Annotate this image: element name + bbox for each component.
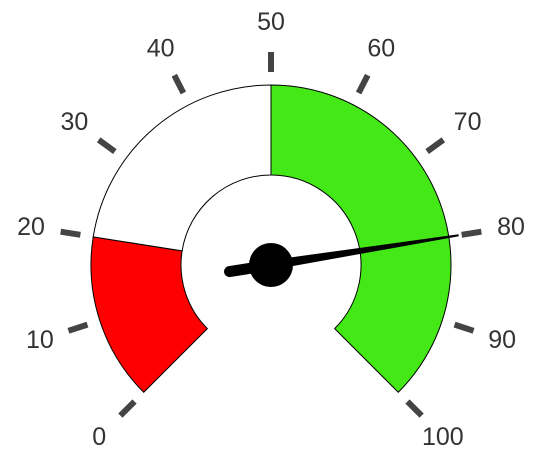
- gauge-hub: [249, 243, 293, 287]
- gauge-tick-label: 90: [488, 326, 516, 354]
- gauge-tick-label: 80: [497, 213, 525, 241]
- gauge-tick-label: 50: [257, 8, 285, 36]
- gauge-band-20-50: [92, 84, 272, 252]
- gauge-tick-90: [453, 321, 475, 334]
- gauge-band-50-100: [270, 84, 452, 393]
- gauge-bands: [90, 84, 452, 393]
- gauge-tick-30: [96, 137, 117, 154]
- gauge-tick-60: [355, 73, 371, 95]
- gauge-tick-70: [425, 137, 446, 154]
- gauge-tick-label: 40: [147, 34, 175, 62]
- gauge-tick-label: 10: [26, 326, 54, 354]
- gauge-tick-100: [405, 399, 424, 418]
- gauge-tick-label: 70: [454, 108, 482, 136]
- gauge-tick-0: [118, 399, 137, 418]
- gauge-tick-20: [60, 228, 81, 238]
- gauge-tick-labels: 0 10 20 30 40 50 60 70 80 90 100: [17, 8, 525, 450]
- gauge-tick-label: 0: [92, 423, 106, 450]
- gauge-tick-label: 30: [61, 108, 89, 136]
- gauge-band-0-20: [90, 236, 209, 393]
- gauge-tick-40: [171, 73, 187, 95]
- gauge-needle: [262, 234, 459, 272]
- gauge-needle-group: [224, 234, 459, 287]
- gauge-tick-label: 60: [367, 34, 395, 62]
- gauge-ticks: [60, 52, 482, 418]
- gauge-tick-80: [461, 228, 482, 238]
- gauge-tick-label: 20: [17, 213, 45, 241]
- gauge-tick-10: [67, 321, 89, 334]
- gauge-tick-label: 100: [422, 423, 464, 450]
